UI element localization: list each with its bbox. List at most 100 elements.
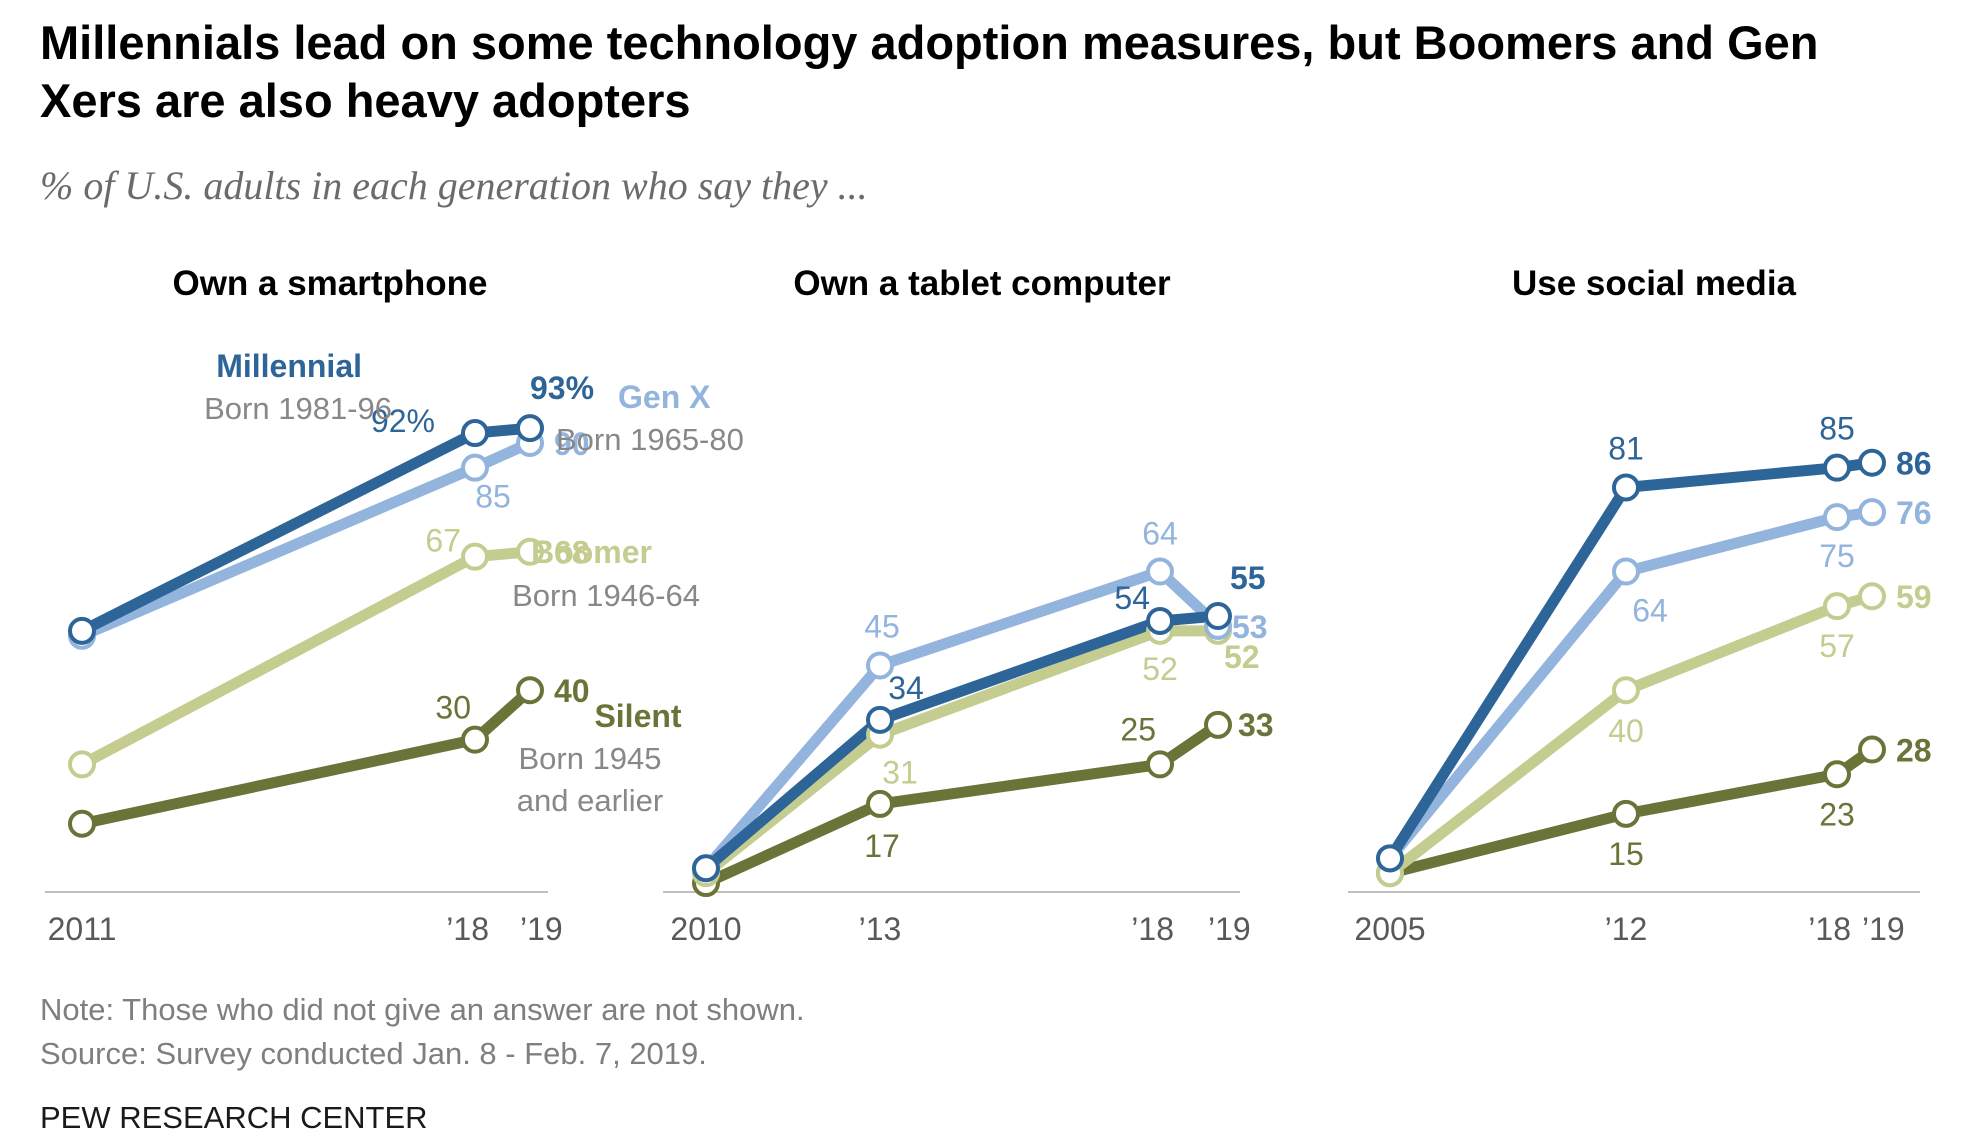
data-label-gen-x: 64 <box>1142 516 1178 552</box>
data-point-millennial <box>692 854 720 883</box>
legend-silent-born-1: Born 1945 <box>518 741 661 776</box>
data-label-millennial: 55 <box>1230 560 1266 596</box>
x-tick-label: ’18 <box>446 911 489 947</box>
series-line-silent <box>700 719 1224 889</box>
legend-silent-born-2: and earlier <box>517 783 663 818</box>
data-point-silent <box>866 789 894 818</box>
data-point-millennial <box>1146 606 1174 635</box>
data-point-millennial <box>1204 602 1232 631</box>
data-point-silent <box>1204 710 1232 739</box>
data-label-boomer: 52 <box>1224 639 1260 675</box>
data-label-millennial: 54 <box>1114 580 1150 616</box>
data-point-millennial <box>1612 473 1640 502</box>
data-point-gen-x <box>1858 498 1886 527</box>
data-point-gen-x <box>1612 557 1640 586</box>
data-point-silent <box>461 725 489 754</box>
data-point-boomer <box>461 542 489 571</box>
data-label-gen-x: 45 <box>864 608 900 644</box>
data-label-millennial: 85 <box>1819 411 1855 447</box>
data-label-silent: 30 <box>435 690 471 726</box>
data-label-millennial: 34 <box>888 670 924 706</box>
data-point-boomer <box>1858 582 1886 611</box>
x-tick-label: ’19 <box>1862 911 1905 947</box>
legend-silent-name: Silent <box>594 698 681 734</box>
x-tick-label: ’12 <box>1605 911 1648 947</box>
data-label-silent: 40 <box>554 673 590 709</box>
data-label-boomer: 40 <box>1608 713 1644 749</box>
x-tick-label: 2005 <box>1354 911 1425 947</box>
legend-boomer-born: Born 1946-64 <box>512 578 700 613</box>
x-tick-label: ’18 <box>1131 911 1174 947</box>
chart-note: Note: Those who did not give an answer a… <box>40 992 805 1027</box>
data-label-boomer: 52 <box>1142 651 1178 687</box>
data-label-silent: 25 <box>1120 711 1156 747</box>
series-line-silent <box>1384 744 1878 879</box>
data-point-gen-x <box>866 651 894 680</box>
series-line-gen-x <box>700 566 1224 874</box>
data-point-millennial <box>461 419 489 448</box>
x-tick-label: 2011 <box>48 911 117 947</box>
data-label-gen-x: 64 <box>1632 593 1668 629</box>
data-label-boomer: 68 <box>554 535 590 571</box>
series-line-millennial <box>76 422 536 637</box>
series-line-millennial <box>1384 457 1878 864</box>
data-label-gen-x: 90 <box>554 426 590 462</box>
data-point-silent <box>1858 735 1886 764</box>
data-label-boomer: 31 <box>882 755 918 791</box>
chart-source: Source: Survey conducted Jan. 8 - Feb. 7… <box>40 1036 707 1071</box>
x-tick-label: ’19 <box>520 911 563 947</box>
series-line-gen-x <box>1384 506 1878 864</box>
data-point-silent <box>516 676 544 705</box>
data-label-gen-x: 53 <box>1232 609 1268 645</box>
x-tick-label: ’18 <box>1808 911 1851 947</box>
data-point-silent <box>1612 799 1640 828</box>
data-point-millennial <box>1823 453 1851 482</box>
data-point-millennial <box>516 414 544 443</box>
data-point-boomer <box>516 537 544 566</box>
data-label-millennial: 92% <box>371 403 435 439</box>
data-point-gen-x <box>1146 557 1174 586</box>
data-point-millennial <box>1858 448 1886 477</box>
chart-subtitle: % of U.S. adults in each generation who … <box>40 163 868 208</box>
panel-title: Own a tablet computer <box>793 264 1171 303</box>
data-point-boomer <box>68 750 96 779</box>
legend-boomer-name: Boomer <box>531 534 652 570</box>
panel-2: Own a tablet computer 2010 ’13 ’18 ’19 17 25 33… <box>663 264 1274 947</box>
legend-millennial-name: Millennial <box>216 348 362 384</box>
data-point-silent <box>1146 750 1174 779</box>
series-line-boomer <box>1384 590 1878 879</box>
legend-genx-born: Born 1965-80 <box>556 422 744 457</box>
data-label-boomer: 59 <box>1896 579 1932 615</box>
series-line-boomer <box>76 546 536 770</box>
data-point-millennial <box>1376 844 1404 873</box>
data-label-boomer: 67 <box>425 523 461 559</box>
data-point-millennial <box>68 616 96 645</box>
data-label-millennial: 93% <box>530 370 594 406</box>
data-label-silent: 17 <box>864 828 900 864</box>
data-label-millennial: 81 <box>1608 430 1644 466</box>
data-point-millennial <box>866 705 894 734</box>
data-label-millennial: 86 <box>1896 446 1932 482</box>
data-point-silent <box>1823 760 1851 789</box>
panel-1: Own a smartphone 2011 ’18 ’19 30 40 67 68 85 90 92… <box>45 264 594 947</box>
data-point-boomer <box>1612 676 1640 705</box>
x-tick-label: ’13 <box>859 911 902 947</box>
panel-3: Use social media 2005 ’12 ’18 ’19 15 23 28 40 57 5… <box>1348 264 1932 947</box>
brand-label: PEW RESEARCH CENTER <box>40 1100 428 1135</box>
data-label-gen-x: 76 <box>1896 495 1932 531</box>
data-point-gen-x <box>461 453 489 482</box>
legend-millennial-born: Born 1981-96 <box>204 391 392 426</box>
data-point-boomer <box>1823 592 1851 621</box>
data-label-boomer: 57 <box>1819 628 1855 664</box>
x-tick-label: ’19 <box>1208 911 1251 947</box>
data-point-silent <box>68 809 96 838</box>
data-label-silent: 15 <box>1608 836 1644 872</box>
panel-title: Own a smartphone <box>172 264 487 303</box>
data-label-gen-x: 75 <box>1819 538 1855 574</box>
panel-title: Use social media <box>1512 264 1797 303</box>
data-label-gen-x: 85 <box>475 479 511 515</box>
data-label-silent: 28 <box>1896 733 1932 769</box>
legend-genx-name: Gen X <box>618 379 711 415</box>
data-label-silent: 23 <box>1819 796 1855 832</box>
